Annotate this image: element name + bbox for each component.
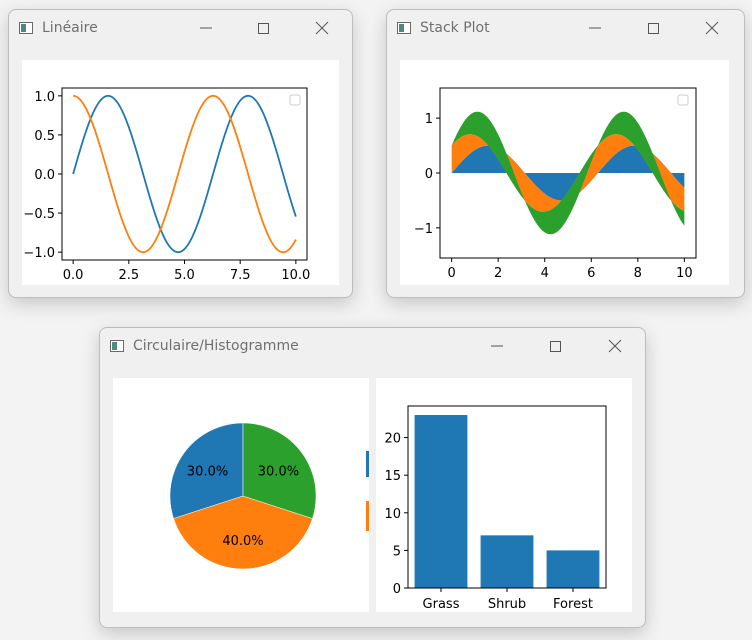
close-icon[interactable] [310,18,334,38]
pie-slice-0 [169,422,244,519]
app-icon [110,340,124,352]
y-tick-label: 1.0 [34,90,55,105]
x-tick-label: 4 [541,266,549,281]
pie-slice-2 [242,422,317,519]
bar-forest [546,550,600,588]
window-lineaire: Linéaire 0.0 2.5 5.0 7.5 10.0 1.0 0.5 0.0 −0.5 −1… [8,9,353,298]
axes-frame [407,405,607,589]
window-title: Linéaire [42,20,98,36]
x-tick-label: 6 [587,266,595,281]
y-tick-label: −0.5 [23,207,55,222]
y-tick-label: −1 [414,222,433,237]
maximize-icon[interactable] [543,336,567,356]
maximize-icon[interactable] [251,18,275,38]
pie-chart: 30.0% 40.0% 30.0% [169,422,369,570]
x-tick-label: Shrub [488,597,526,612]
close-icon[interactable] [603,336,627,356]
y-tick-label: 20 [384,432,401,447]
window-title: Circulaire/Histogramme [133,338,299,354]
y-tick-label: 0 [425,167,433,182]
x-tick-label: 10.0 [281,268,310,283]
pie-slice-1 [173,495,313,570]
y-tick-label: −1.0 [23,246,55,261]
x-tick-label: 0.0 [63,268,84,283]
minimize-icon[interactable] [485,336,509,356]
close-icon[interactable] [700,18,724,38]
series-line-1 [73,94,297,254]
x-tick-label: 2 [494,266,502,281]
y-tick-label: 15 [384,469,401,484]
app-icon [19,22,33,34]
minimize-icon[interactable] [583,18,607,38]
figure-canvas: 0 2 4 6 8 10 1 0 −1 [400,60,729,285]
titlebar[interactable]: Stack Plot [387,10,744,46]
stack-area-2 [451,111,685,235]
window-title: Stack Plot [420,20,490,36]
legend-box [289,94,301,106]
x-tick-label: Grass [423,597,460,612]
pie-slice-label: 30.0% [258,464,299,479]
titlebar[interactable]: Linéaire [9,10,352,46]
maximize-icon[interactable] [641,18,665,38]
axes-frame [61,87,308,261]
x-tick-label: 7.5 [230,268,251,283]
x-tick-label: 5.0 [174,268,195,283]
x-tick-label: 2.5 [118,268,139,283]
x-tick-label: Forest [553,597,593,612]
figure-canvas-right: Grass Shrub Forest 0 5 10 15 20 [376,378,632,612]
minimize-icon[interactable] [194,18,218,38]
bar-grass [414,415,468,588]
y-tick-label: 0.5 [34,129,55,144]
window-stack-plot: Stack Plot 0 2 4 6 8 10 1 0 −1 [386,9,745,298]
figure-canvas-left: 30.0% 40.0% 30.0% [113,378,369,612]
pie-slice-label: 30.0% [187,464,228,479]
series-line-0 [72,94,297,254]
x-tick-label: 8 [634,266,642,281]
legend-swatch-clipped [366,451,369,477]
bar-shrub [480,535,534,588]
x-tick-label: 0 [447,266,455,281]
titlebar[interactable]: Circulaire/Histogramme [100,328,645,364]
y-tick-label: 0 [393,582,401,597]
bar-chart: Grass Shrub Forest 0 5 10 15 20 [384,405,607,612]
y-tick-label: 10 [384,507,401,522]
legend-box [677,94,689,106]
window-circulaire-histogramme: Circulaire/Histogramme 30.0% 40.0% 30.0% G… [99,327,646,628]
app-icon [397,22,411,34]
figure-canvas: 0.0 2.5 5.0 7.5 10.0 1.0 0.5 0.0 −0.5 −1.0 [22,60,339,285]
legend-swatch-clipped [366,501,369,531]
y-tick-label: 0.0 [34,168,55,183]
x-tick-label: 10 [676,266,693,281]
pie-slice-label: 40.0% [222,534,263,549]
line-chart: 0.0 2.5 5.0 7.5 10.0 1.0 0.5 0.0 −0.5 −1.0 [23,87,310,283]
y-tick-label: 5 [393,544,401,559]
y-tick-label: 1 [425,112,433,127]
